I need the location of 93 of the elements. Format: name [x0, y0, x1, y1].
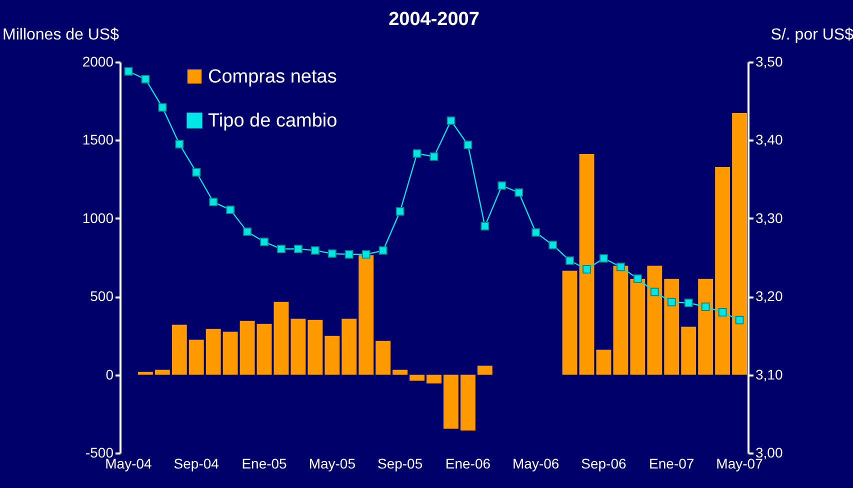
y2-tick-label: 3,10: [756, 366, 783, 382]
bar: [579, 154, 594, 375]
point: [277, 244, 286, 254]
bar: [274, 302, 289, 375]
point: [260, 238, 268, 246]
point: [633, 274, 642, 283]
bar: [206, 328, 221, 375]
x-tick-label: May-05: [308, 456, 356, 472]
x-tick-label: Ene-05: [242, 456, 288, 472]
y2-axis-title: S/. por US$: [770, 26, 853, 44]
x-tick-label: Ene-07: [649, 456, 694, 472]
point: [464, 140, 472, 150]
bar: [324, 336, 340, 375]
bar: [477, 366, 492, 375]
point: [718, 308, 727, 316]
y-tick-label: 0: [106, 366, 114, 382]
point: [209, 198, 218, 206]
point: [498, 181, 506, 190]
y-tick-label: 2000: [82, 54, 114, 70]
point: [582, 265, 591, 274]
bar: [308, 320, 323, 375]
point: [378, 246, 388, 255]
bar: [698, 278, 714, 375]
bar: [664, 278, 680, 375]
point: [294, 244, 302, 254]
point: [192, 168, 201, 176]
point: [141, 74, 150, 84]
legend-label: Tipo de cambio: [208, 110, 338, 132]
point: [667, 298, 676, 306]
bar: [256, 324, 272, 375]
bar: [444, 374, 458, 429]
y2-tick-label: 3,40: [756, 132, 783, 148]
bar: [596, 350, 612, 375]
bar: [392, 370, 408, 375]
bar: [562, 270, 578, 375]
y-axis-title: Millones de US$: [2, 26, 120, 44]
bar: [172, 324, 187, 375]
y2-tick-label: 3,30: [756, 210, 783, 226]
point: [243, 227, 252, 236]
x-tick-label: Sep-04: [174, 456, 220, 472]
y2-tick-label: 3,20: [756, 288, 783, 304]
point: [684, 298, 693, 308]
y-tick-label: 500: [90, 288, 114, 304]
point: [600, 254, 608, 262]
point: [566, 256, 574, 265]
bar: [342, 318, 357, 375]
y-tick-label: 1000: [82, 210, 114, 226]
bar: [732, 112, 747, 375]
bar: [630, 278, 646, 375]
bar: [358, 255, 374, 375]
bar: [138, 372, 153, 375]
bar: [154, 370, 170, 375]
bar: [222, 332, 238, 375]
bar: [426, 374, 442, 384]
point: [446, 116, 456, 125]
bar: [240, 320, 255, 375]
point: [310, 246, 320, 255]
chart-title: 2004-2007: [388, 9, 480, 30]
x-tick-label: May-06: [512, 456, 560, 472]
point: [735, 316, 744, 324]
bar: [376, 340, 391, 375]
bar: [460, 374, 476, 430]
point: [514, 188, 524, 197]
point: [175, 140, 184, 148]
point: [344, 250, 354, 259]
legend-label: Compras netas: [208, 66, 337, 88]
point: [226, 206, 235, 214]
x-tick-label: Sep-05: [377, 456, 423, 472]
point: [480, 222, 490, 230]
bar: [681, 326, 696, 375]
point: [701, 302, 710, 311]
bar: [188, 340, 204, 375]
bar: [647, 266, 662, 375]
point: [616, 262, 625, 272]
point: [532, 228, 540, 237]
point: [396, 207, 404, 216]
y-tick-label: 1500: [82, 132, 114, 148]
y2-tick-label: 3,00: [756, 444, 783, 460]
point: [362, 250, 370, 259]
point: [124, 67, 133, 76]
point: [430, 152, 438, 161]
bar: [715, 166, 730, 375]
point: [158, 103, 167, 112]
bar: [290, 318, 306, 375]
point: [412, 149, 422, 158]
bar: [613, 266, 628, 375]
point: [328, 249, 336, 258]
y2-tick-label: 3,50: [756, 54, 783, 70]
point: [650, 288, 659, 296]
bar: [410, 374, 424, 381]
point: [548, 240, 558, 250]
x-tick-label: Sep-06: [581, 456, 627, 472]
x-tick-label: Ene-06: [445, 456, 491, 472]
